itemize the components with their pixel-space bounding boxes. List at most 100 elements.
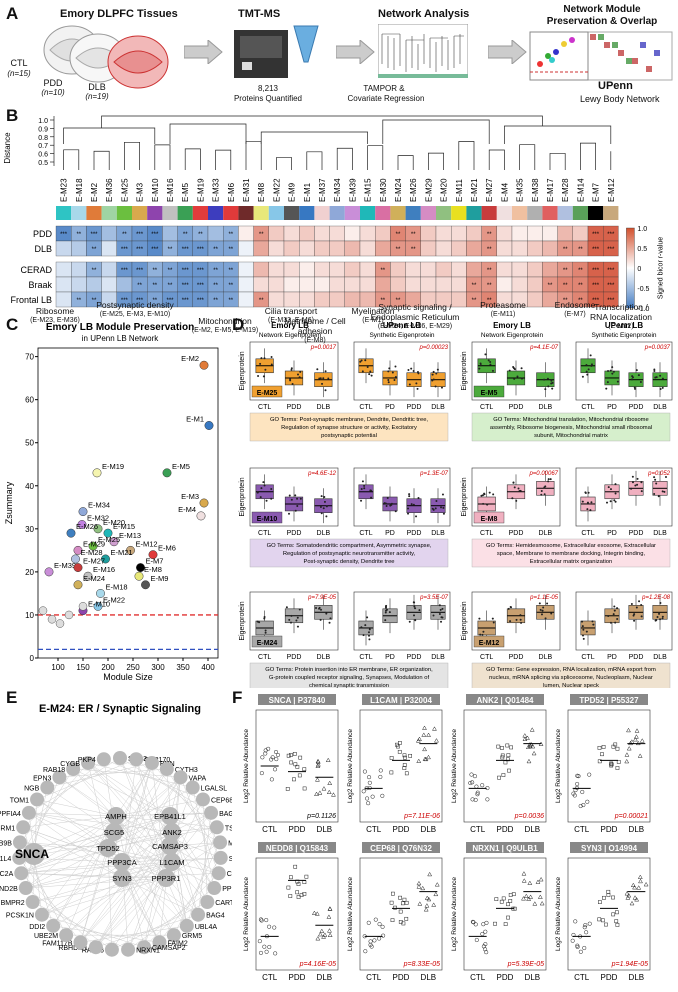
x-label: PDD (497, 825, 514, 834)
upenn-E-M12-dot (638, 600, 641, 603)
upenn-E-M12-dot (614, 621, 617, 624)
pdd-label: PDD (43, 78, 63, 88)
upenn-E-M24-dot (366, 616, 369, 619)
upenn-E-M25-dot (361, 370, 364, 373)
module-label: E-M17 (546, 178, 555, 202)
dlb-point (632, 895, 638, 900)
point-E-M1 (204, 421, 214, 430)
chart-subtitle: in UPenn LB Network (82, 334, 159, 343)
point-E-M15 (103, 528, 113, 538)
x-label: CTL (470, 825, 486, 834)
emory-E-M10-dot (294, 494, 297, 497)
upenn-E-M5-dot (581, 375, 584, 378)
pathology-cell (71, 261, 87, 278)
emory-E-M12-dot (515, 618, 518, 621)
emory-E-M24-dot (319, 618, 322, 621)
upenn-E-M25-dot (364, 359, 367, 362)
diagnosis-star: *** (90, 232, 98, 238)
dlb-point (624, 758, 630, 764)
pdd-point (298, 755, 303, 760)
colorbar-tick: 0 (637, 266, 641, 273)
upenn-E-M5-dot (653, 370, 656, 373)
pathology-star: ** (259, 298, 264, 304)
point-E-M12 (126, 545, 135, 555)
pathology-cell (314, 276, 330, 293)
outer-node (173, 770, 188, 785)
emory-E-M12-xlabel: DLB (539, 654, 553, 661)
inner-node-label: TPD52 (96, 844, 119, 853)
dendrogram (63, 115, 612, 170)
ctl-point (362, 769, 367, 774)
emory-E-M12-dot (482, 630, 485, 633)
diagnosis-cell (557, 225, 573, 242)
outer-node (81, 755, 96, 770)
emory-E-M24-dot (263, 616, 266, 619)
emory-E-M25-dot (257, 374, 260, 377)
x-label: DLB (317, 825, 333, 834)
upenn-E-M10-dot (394, 510, 397, 513)
go-terms: GO Terms: Gene expression, RNA localizat… (486, 667, 656, 673)
point-E-M22 (93, 601, 103, 611)
pdd-point (499, 899, 504, 904)
edge (171, 861, 188, 926)
upenn-E-M24-dot (364, 624, 367, 627)
panel-label-d: D (232, 315, 245, 334)
upenn-E-M10-dot (435, 500, 438, 503)
pathology-cell (390, 261, 406, 278)
ctl-point (475, 790, 480, 795)
pathology-cell (344, 276, 361, 293)
upenn-E-M12-dot (582, 628, 585, 631)
dlb-point (434, 882, 440, 887)
pathology-star: ** (228, 298, 233, 304)
pdd-point (616, 760, 621, 764)
outer-node (209, 820, 224, 835)
go-terms: Regulation of synapse structure or activ… (281, 425, 417, 431)
pathology-cell (527, 261, 543, 278)
emory-E-M8-xlabel: DLB (539, 530, 553, 537)
emory-E-M10-dot (263, 484, 266, 487)
ctl-point (582, 945, 587, 951)
diagnosis-cell (314, 240, 330, 257)
x-tick: 200 (101, 663, 115, 672)
point-E-M34 (78, 507, 88, 517)
upenn-subtitle: Synthetic Eigenprotein (591, 332, 656, 339)
upenn-E-M10-dot (363, 487, 366, 490)
pdd-point (615, 923, 620, 927)
diagnosis-cell (511, 225, 528, 242)
go-terms: Post-synaptic density, Dendrite tree (303, 559, 394, 565)
x-tick: 300 (151, 663, 165, 672)
distance-tick: 1.0 (38, 118, 48, 125)
tmt-title: TMT-MS (238, 8, 281, 20)
pathology-cell (405, 276, 421, 293)
upenn-E-M25-dot (394, 365, 397, 368)
module-color (101, 206, 117, 220)
dlb-point (331, 792, 336, 797)
protein-title: CEP68 | Q76N32 (370, 844, 432, 853)
outer-node-label: CRTC1 (227, 871, 232, 878)
p-value-emory: p=1.1E-05 (529, 595, 559, 601)
dlb-point (422, 725, 427, 730)
annotation-modules: (E-M1) (362, 317, 384, 324)
pathology-cell (238, 261, 254, 278)
point-E-M25 (88, 541, 98, 551)
emory-E-M10-dot (260, 487, 263, 490)
upenn-E-M10-dot (407, 512, 410, 515)
upenn-E-M10-dot (434, 507, 437, 510)
brain-dlb (107, 35, 169, 89)
upenn-E-M8-xlabel: PDD (629, 530, 644, 537)
point-label: E-M3 (181, 492, 199, 501)
pathology-star: *** (121, 268, 129, 274)
point-label: E-M34 (88, 501, 110, 510)
annotation-9: Transcription / RNA localization (E-M12) (566, 302, 676, 332)
diagnosis-star: *** (607, 232, 615, 238)
dlb-point (525, 735, 530, 740)
upenn-E-M10-dot (441, 493, 444, 496)
dlb-point (638, 878, 643, 884)
upenn-E-M8-dot (587, 491, 590, 494)
go-terms: space, Membrane to membrane docking, Int… (497, 551, 646, 557)
protein-title: NEDD8 | Q15843 (266, 844, 329, 853)
module-label: E-M12 (607, 178, 616, 202)
p-value: p=0.0036 (514, 813, 544, 820)
edge (36, 799, 109, 849)
inner-node-label: PPP3CA (107, 858, 137, 867)
